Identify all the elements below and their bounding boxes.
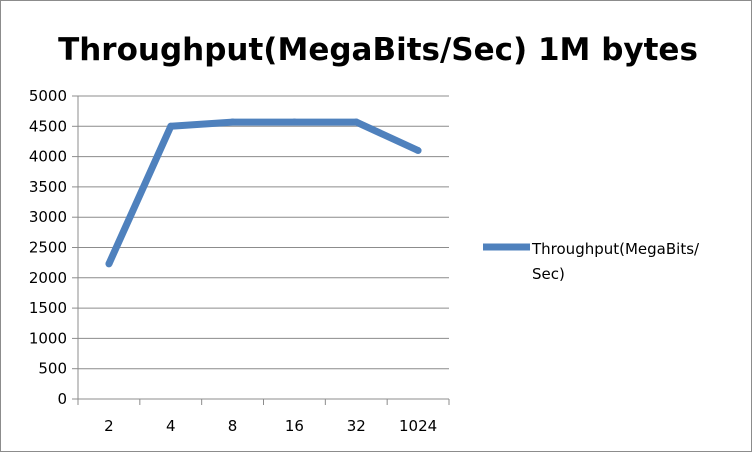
y-tick-label: 3500: [29, 178, 67, 196]
x-tick-label: 8: [228, 417, 238, 435]
data-point: [352, 118, 360, 126]
y-tick-label: 2500: [29, 239, 67, 257]
y-tick-label: 500: [38, 360, 67, 378]
data-point: [414, 147, 422, 155]
gridlines: [78, 95, 449, 370]
x-tick-labels: 2 4 8 16 32 1024: [104, 417, 437, 435]
series-line: [105, 118, 420, 266]
y-tick-labels: 0 500 1000 1500 2000 2500 3000 3500 4000 4500 5000: [29, 87, 67, 408]
data-point: [290, 118, 298, 126]
data-point: [167, 122, 175, 130]
x-tick-label: 2: [104, 417, 114, 435]
y-tick-label: 1000: [29, 329, 67, 347]
chart-title: Throughput(MegaBits/Sec) 1M bytes: [58, 32, 698, 68]
x-tick-label: 4: [166, 417, 176, 435]
y-tick-label: 0: [57, 390, 67, 408]
x-tick-label: 32: [347, 417, 366, 435]
x-tick-label: 16: [285, 417, 304, 435]
axes: [72, 95, 450, 405]
y-tick-label: 1500: [29, 299, 67, 317]
y-tick-label: 4000: [29, 148, 67, 166]
legend-label: Throughput(MegaBits/Sec): [531, 240, 700, 283]
data-point: [229, 118, 237, 126]
y-tick-label: 3000: [29, 208, 67, 226]
series-lines: [105, 118, 422, 268]
data-point: [105, 260, 113, 268]
legend: Throughput(MegaBits/Sec): [483, 240, 700, 283]
y-tick-label: 4500: [29, 117, 67, 135]
x-tick-label: 1024: [399, 417, 437, 435]
y-tick-label: 2000: [29, 269, 67, 287]
y-tick-label: 5000: [29, 87, 67, 105]
